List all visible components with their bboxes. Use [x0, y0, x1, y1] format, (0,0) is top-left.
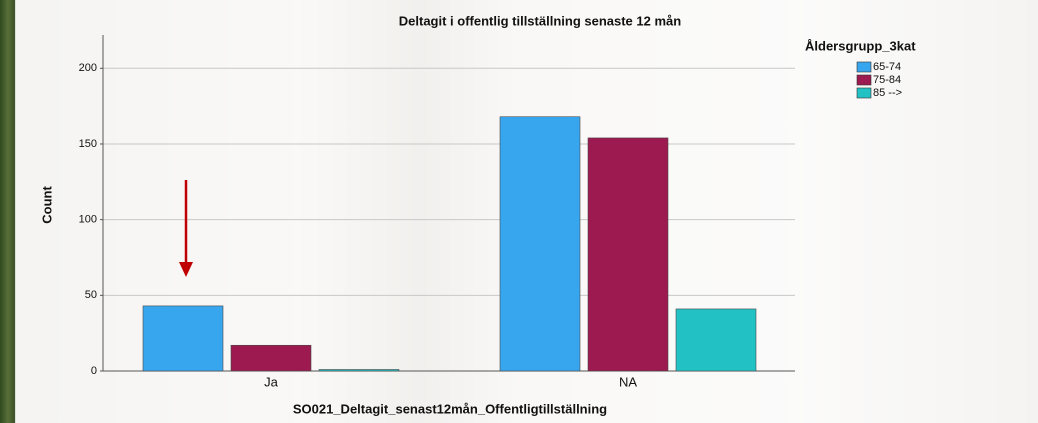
bar [499, 116, 581, 372]
y-tick-label: 0 [91, 365, 97, 377]
legend-title: Åldersgrupp_3kat [805, 38, 916, 53]
legend-label: 85 --> [873, 87, 902, 99]
y-tick-label: 100 [79, 214, 97, 226]
y-tick-label: 150 [79, 138, 97, 150]
bar [587, 137, 669, 372]
y-tick-label: 200 [79, 62, 97, 74]
annotation-arrow [179, 180, 193, 277]
legend-swatch [856, 74, 872, 86]
legend-label: 75-84 [873, 74, 901, 86]
x-axis-label: SO021_Deltagit_senast12mån_Offentligtill… [293, 401, 607, 416]
x-tick-label: Ja [264, 374, 279, 389]
legend-label: 65-74 [873, 61, 901, 73]
bar [318, 369, 400, 372]
x-tick-label: NA [619, 374, 637, 389]
bar [230, 344, 312, 372]
bar [675, 308, 757, 372]
chart-title: Deltagit i offentlig tillställning senas… [399, 13, 681, 28]
legend-swatch [856, 61, 872, 73]
y-tick-label: 50 [85, 289, 97, 301]
bar [142, 305, 224, 372]
y-axis-label: Count [39, 186, 54, 224]
legend-swatch [856, 87, 872, 99]
